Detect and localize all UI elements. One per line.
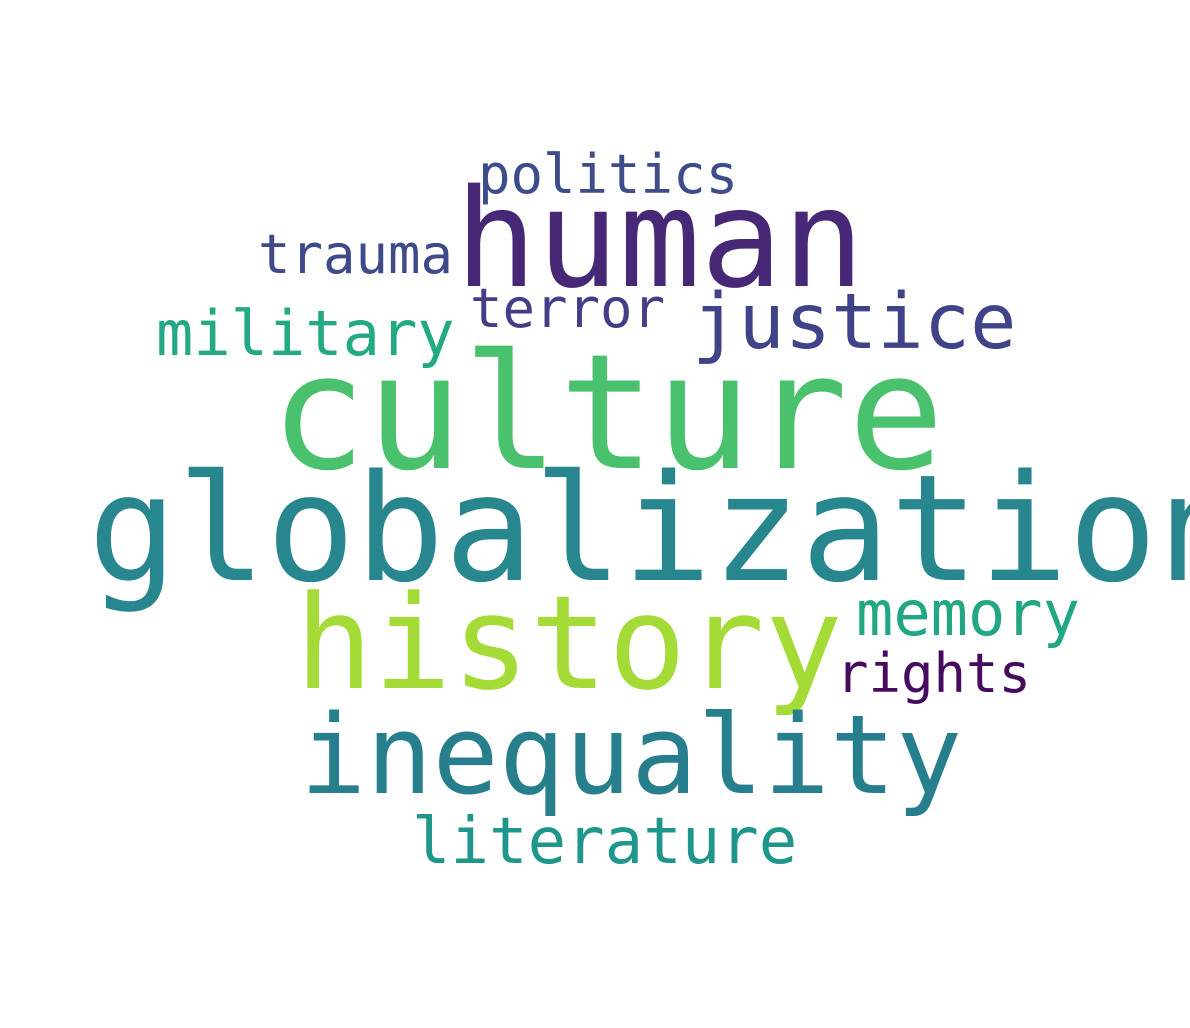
word-politics: politics: [478, 143, 739, 206]
word-terror: terror: [470, 277, 666, 340]
word-military: military: [156, 297, 455, 370]
word-globalization: globalization: [88, 443, 1190, 615]
word-trauma: trauma: [258, 223, 454, 286]
word-rights: rights: [836, 642, 1032, 705]
word-culture: culture: [270, 319, 945, 506]
word-history: history: [295, 567, 843, 719]
word-literature: literature: [412, 805, 798, 879]
word-human: human: [455, 161, 865, 319]
word-memory: memory: [856, 577, 1080, 650]
word-justice: justice: [692, 278, 1017, 367]
word-inequality: inequality: [300, 691, 963, 819]
